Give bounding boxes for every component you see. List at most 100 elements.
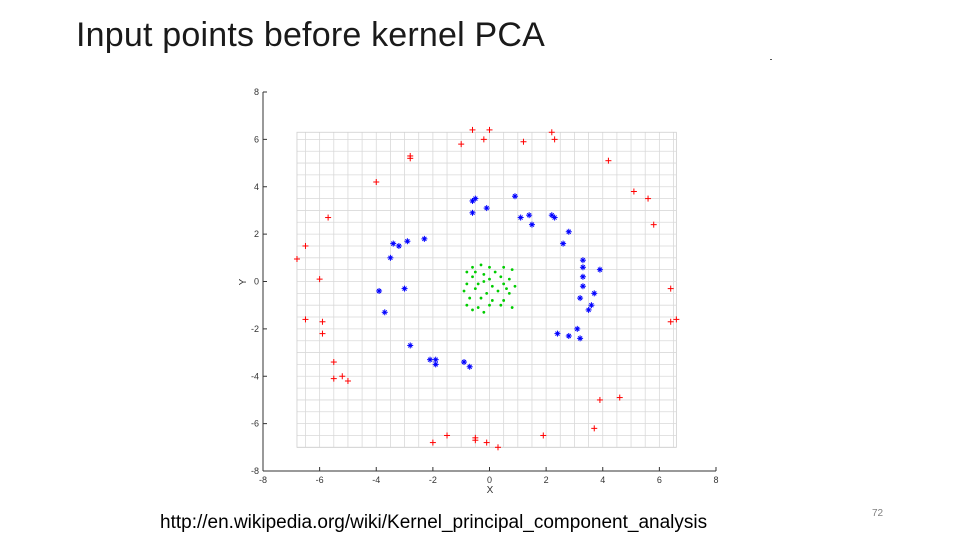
data-point-blue xyxy=(560,240,567,247)
data-point-red xyxy=(673,316,680,323)
data-point-red xyxy=(667,285,674,292)
data-point-blue xyxy=(528,221,535,228)
plot-axes: -8 -6 -4 -2 0 2 4 6 8 -8 -6 -4 -2 0 2 4 6 8 xyxy=(251,87,719,485)
data-point-red xyxy=(373,179,380,186)
x-axis-label: X xyxy=(487,485,494,496)
y-axis-label: Y xyxy=(238,278,249,285)
source-url[interactable]: http://en.wikipedia.org/wiki/Kernel_prin… xyxy=(160,512,708,533)
data-point-red xyxy=(494,444,501,451)
data-point-green xyxy=(499,275,503,279)
data-point-green xyxy=(465,303,469,307)
data-point-green xyxy=(482,272,486,276)
data-point-red xyxy=(551,136,558,143)
data-point-green xyxy=(510,268,514,272)
data-point-red xyxy=(480,136,487,143)
data-point-red xyxy=(483,439,490,446)
data-point-blue xyxy=(577,335,584,342)
data-point-blue xyxy=(517,214,524,221)
data-point-blue xyxy=(421,235,428,242)
data-point-blue xyxy=(574,325,581,332)
data-point-green xyxy=(471,275,474,279)
data-point-green xyxy=(490,284,494,288)
data-point-blue xyxy=(579,257,586,264)
data-point-red xyxy=(407,152,414,159)
data-point-red xyxy=(520,138,527,145)
data-point-blue xyxy=(551,214,558,221)
data-point-red xyxy=(486,126,493,133)
data-point-green xyxy=(513,284,517,288)
data-point-green xyxy=(507,291,511,295)
data-point-blue xyxy=(565,332,572,339)
x-tick-label: -4 xyxy=(372,475,380,485)
data-point-red xyxy=(344,377,351,384)
data-point-red xyxy=(645,195,652,202)
data-point-blue xyxy=(407,342,414,349)
data-point-red xyxy=(616,394,623,401)
data-point-green xyxy=(468,296,472,300)
data-point-red xyxy=(650,221,657,228)
data-point-blue xyxy=(565,228,572,235)
data-point-red xyxy=(319,318,326,325)
data-point-blue xyxy=(381,309,388,316)
data-point-red xyxy=(444,432,451,439)
data-point-blue xyxy=(472,195,479,202)
y-tick-label: 2 xyxy=(254,229,259,239)
data-point-blue xyxy=(579,283,586,290)
data-point-blue xyxy=(469,209,476,216)
data-point-blue xyxy=(596,266,603,273)
stray-mark xyxy=(770,59,772,60)
data-point-green xyxy=(502,282,506,286)
data-point-green xyxy=(507,277,511,281)
y-tick-label: -2 xyxy=(251,324,259,334)
data-point-blue xyxy=(554,330,561,337)
data-point-green xyxy=(505,287,508,291)
data-point-green xyxy=(499,303,503,307)
data-point-green xyxy=(485,291,489,295)
data-point-green xyxy=(510,306,514,309)
data-point-red xyxy=(319,330,326,337)
data-point-green xyxy=(482,310,486,314)
data-point-red xyxy=(330,359,337,366)
data-point-green xyxy=(479,263,483,267)
data-point-green xyxy=(476,306,480,309)
data-point-blue xyxy=(511,193,518,200)
data-point-red xyxy=(605,157,612,164)
data-point-red xyxy=(316,276,323,283)
x-tick-label: -2 xyxy=(429,475,437,485)
plot-background xyxy=(260,92,720,472)
data-point-green xyxy=(482,280,486,283)
x-tick-label: 4 xyxy=(600,475,605,485)
data-point-red xyxy=(667,318,674,325)
data-point-red xyxy=(630,188,637,195)
data-point-green xyxy=(488,303,491,307)
data-point-red xyxy=(302,242,309,249)
data-point-green xyxy=(473,270,477,274)
x-tick-label: 2 xyxy=(544,475,549,485)
data-point-red xyxy=(472,437,479,444)
data-point-blue xyxy=(404,238,411,245)
x-tick-label: 0 xyxy=(487,475,492,485)
data-point-green xyxy=(496,289,500,293)
data-point-green xyxy=(476,282,480,286)
data-point-red xyxy=(429,439,436,446)
data-point-green xyxy=(490,299,494,302)
data-point-blue xyxy=(376,287,383,294)
x-tick-label: -6 xyxy=(316,475,324,485)
data-point-green xyxy=(502,299,506,302)
data-point-red xyxy=(293,255,300,262)
x-tick-label: 6 xyxy=(657,475,662,485)
data-point-blue xyxy=(579,264,586,271)
data-point-blue xyxy=(466,363,473,370)
slide-title: Input points before kernel PCA xyxy=(76,16,546,54)
data-point-blue xyxy=(577,295,584,302)
data-point-green xyxy=(488,277,491,281)
data-point-green xyxy=(488,265,491,269)
data-point-blue xyxy=(483,205,490,212)
y-tick-label: 4 xyxy=(254,182,259,192)
data-point-blue xyxy=(395,242,402,249)
data-point-green xyxy=(462,289,466,293)
data-point-red xyxy=(458,141,465,148)
y-tick-label: -8 xyxy=(251,466,259,476)
scatter-chart: -8 -6 -4 -2 0 2 4 6 8 -8 -6 -4 -2 0 2 4 6 8 X Y xyxy=(238,87,720,496)
data-point-green xyxy=(479,296,483,300)
